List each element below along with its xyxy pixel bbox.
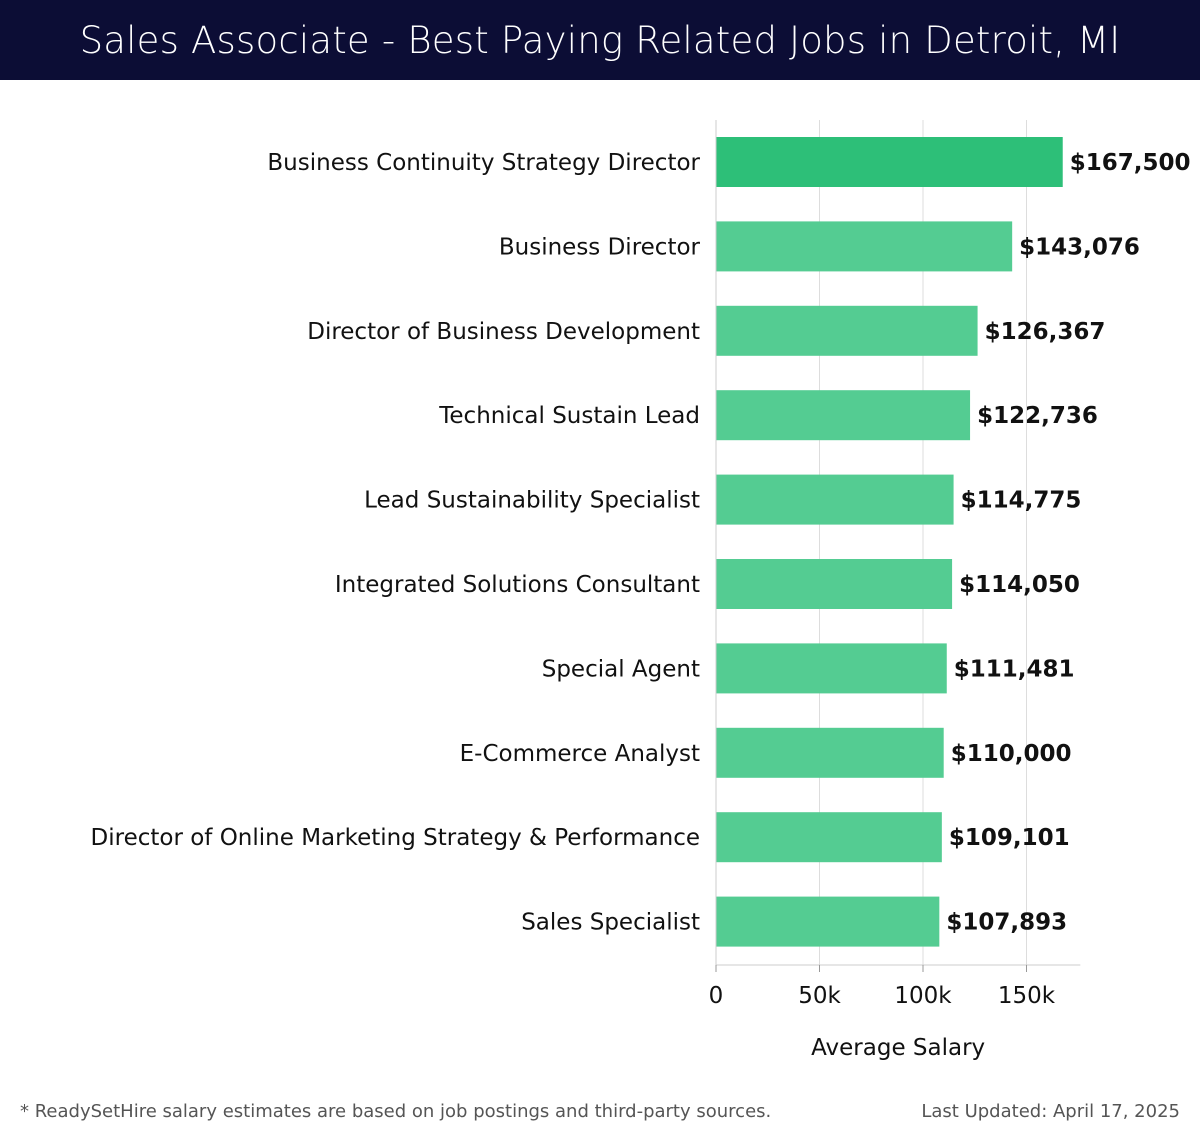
x-tick-label: 0	[709, 983, 724, 1009]
bar	[716, 643, 947, 694]
value-label: $109,101	[949, 825, 1070, 851]
category-label: Director of Online Marketing Strategy & …	[91, 825, 700, 851]
bar	[716, 221, 1013, 272]
category-label: Business Continuity Strategy Director	[267, 150, 700, 176]
chart-header: Sales Associate - Best Paying Related Jo…	[0, 0, 1200, 80]
value-label: $114,050	[959, 572, 1080, 598]
value-label: $110,000	[951, 741, 1072, 767]
x-tick-label: 150k	[998, 983, 1056, 1009]
category-label: Sales Specialist	[521, 910, 700, 936]
bar	[716, 559, 953, 609]
category-label: Business Director	[499, 234, 701, 260]
bar	[716, 474, 954, 525]
category-label: Integrated Solutions Consultant	[335, 572, 700, 598]
value-label: $167,500	[1070, 150, 1191, 176]
bar	[716, 896, 940, 947]
salary-bar-chart: Business Continuity Strategy Director $16…	[91, 120, 1191, 1061]
category-label: E-Commerce Analyst	[460, 741, 700, 767]
value-label: $107,893	[946, 910, 1067, 936]
x-tick-label: 100k	[894, 983, 952, 1009]
category-label: Technical Sustain Lead	[438, 403, 700, 429]
chart-title: Sales Associate - Best Paying Related Jo…	[79, 18, 1121, 62]
value-label: $126,367	[985, 319, 1106, 345]
category-label: Director of Business Development	[307, 319, 700, 345]
value-label: $143,076	[1019, 234, 1140, 260]
footer-note: * ReadySetHire salary estimates are base…	[20, 1101, 772, 1122]
bar	[716, 727, 944, 778]
value-label: $122,736	[977, 403, 1098, 429]
bar	[716, 305, 978, 356]
category-label: Lead Sustainability Specialist	[364, 488, 700, 514]
bar	[716, 812, 942, 863]
category-label: Special Agent	[542, 656, 700, 682]
bar	[716, 137, 1063, 187]
last-updated: Last Updated: April 17, 2025	[921, 1101, 1180, 1122]
value-label: $111,481	[954, 656, 1075, 682]
value-label: $114,775	[961, 488, 1082, 514]
x-axis-label: Average Salary	[811, 1035, 985, 1061]
bar	[716, 390, 971, 441]
x-tick-label: 50k	[798, 983, 841, 1009]
